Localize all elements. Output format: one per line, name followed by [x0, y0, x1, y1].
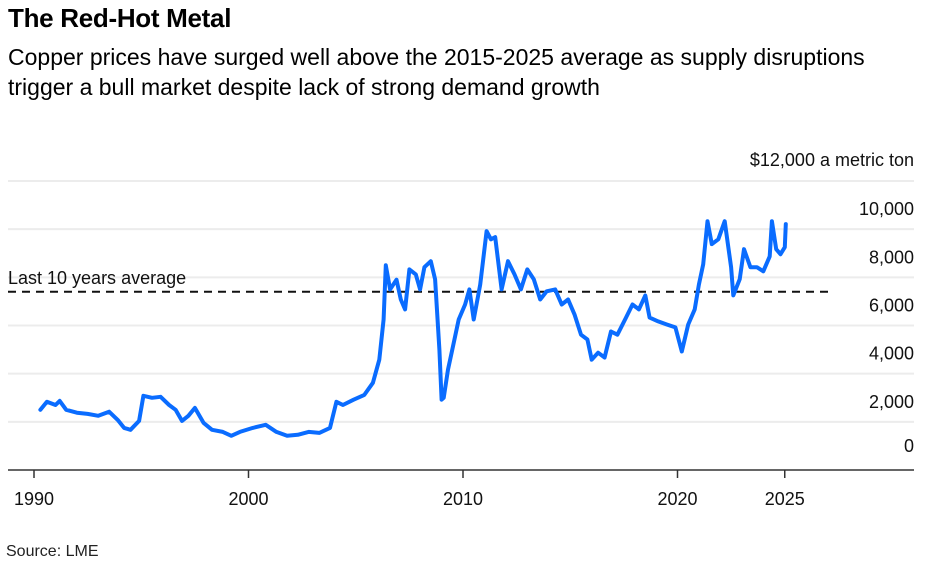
x-tick-label-2020: 2020 — [657, 489, 697, 509]
x-tick-label-2025: 2025 — [765, 489, 805, 509]
y-axis-unit-label: $12,000 a metric ton — [750, 150, 914, 170]
series-line-copper-price — [38, 219, 788, 438]
source-note: Source: LME — [6, 543, 99, 560]
x-tick-label-1990: 1990 — [14, 489, 54, 509]
gridlines — [8, 180, 914, 423]
y-axis-labels: 0 2,000 4,000 6,000 8,000 10,000 — [859, 199, 914, 456]
y-tick-label-2000: 2,000 — [869, 392, 914, 412]
y-tick-label-10000: 10,000 — [859, 199, 914, 219]
x-tick-label-2010: 2010 — [443, 489, 483, 509]
y-tick-label-6000: 6,000 — [869, 296, 914, 316]
chart-subtitle: Copper prices have surged well above the… — [8, 44, 865, 100]
y-tick-label-4000: 4,000 — [869, 344, 914, 364]
y-tick-label-0: 0 — [904, 436, 914, 456]
y-tick-label-8000: 8,000 — [869, 247, 914, 267]
x-axis: 1990 2000 2010 2020 2025 — [8, 469, 914, 509]
average-annotation: Last 10 years average — [8, 268, 828, 293]
x-tick-label-2000: 2000 — [228, 489, 268, 509]
average-line-label: Last 10 years average — [8, 268, 186, 288]
chart-title: The Red-Hot Metal — [8, 3, 232, 33]
